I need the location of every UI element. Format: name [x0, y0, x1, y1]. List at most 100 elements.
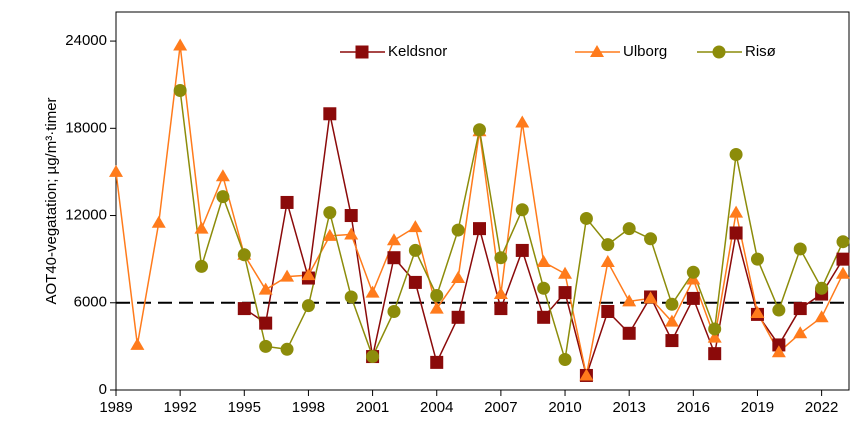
legend-marker: [355, 45, 369, 59]
marker: [301, 268, 316, 281]
marker: [258, 282, 273, 295]
legend-label: Keldsnor: [388, 43, 447, 60]
marker: [750, 305, 765, 318]
y-tick-label: 18000: [65, 119, 107, 136]
marker: [430, 355, 444, 369]
marker: [194, 221, 209, 234]
marker: [707, 330, 722, 343]
marker: [473, 123, 486, 137]
marker: [536, 255, 551, 268]
marker: [622, 222, 636, 236]
marker: [537, 310, 551, 324]
marker: [173, 38, 188, 51]
marker: [216, 190, 230, 204]
marker: [708, 347, 722, 361]
marker: [408, 243, 422, 257]
marker: [836, 266, 850, 279]
x-tick-label: 2013: [612, 399, 645, 416]
marker: [750, 252, 764, 266]
marker: [622, 294, 637, 307]
marker: [686, 291, 700, 305]
marker: [601, 304, 615, 318]
marker: [109, 164, 123, 177]
marker: [408, 220, 423, 233]
marker: [493, 287, 508, 300]
marker: [729, 205, 744, 218]
marker: [408, 275, 422, 289]
marker: [344, 290, 358, 304]
y-tick-label: 0: [99, 381, 107, 398]
marker: [558, 266, 573, 279]
marker: [729, 147, 743, 161]
marker: [323, 107, 337, 121]
marker: [195, 259, 209, 273]
marker: [473, 222, 486, 236]
marker: [579, 368, 594, 381]
x-tick-label: 1998: [292, 399, 325, 416]
marker: [280, 195, 294, 209]
x-tick-label: 2001: [356, 399, 389, 416]
marker: [173, 84, 187, 98]
marker: [280, 269, 295, 282]
marker: [815, 281, 829, 295]
y-axis-label: AOT40-vegatation; µg/m³·timer: [43, 97, 60, 304]
legend-label: Ulborg: [623, 43, 667, 60]
marker: [451, 223, 465, 237]
marker: [344, 227, 359, 240]
marker: [323, 206, 337, 220]
marker: [686, 265, 700, 279]
y-tick-label: 24000: [65, 32, 107, 49]
marker: [622, 326, 636, 340]
marker: [665, 297, 679, 311]
marker: [643, 291, 658, 304]
marker: [451, 310, 465, 324]
marker: [130, 337, 145, 350]
x-tick-label: 1995: [228, 399, 261, 416]
marker: [387, 251, 401, 265]
marker: [451, 271, 466, 284]
marker: [301, 299, 315, 313]
marker: [237, 302, 251, 316]
x-tick-label: 2016: [677, 399, 710, 416]
marker: [280, 342, 294, 356]
x-tick-label: 2004: [420, 399, 453, 416]
marker: [515, 203, 529, 217]
marker: [322, 228, 337, 241]
marker: [430, 289, 444, 302]
y-tick-label: 12000: [65, 207, 107, 224]
series-line: [179, 90, 844, 360]
x-tick-label: 1989: [99, 399, 132, 416]
x-tick-label: 2010: [548, 399, 581, 416]
marker: [665, 334, 679, 348]
marker: [558, 352, 572, 366]
marker: [537, 281, 551, 295]
marker: [729, 226, 743, 240]
marker: [600, 255, 615, 268]
x-tick-label: 2019: [741, 399, 774, 416]
marker: [814, 310, 829, 323]
marker: [344, 209, 358, 223]
marker: [515, 115, 530, 128]
plot-frame: [115, 11, 850, 391]
x-tick-label: 2007: [484, 399, 517, 416]
marker: [771, 345, 786, 358]
x-tick-label: 2022: [805, 399, 838, 416]
marker: [494, 251, 508, 265]
marker: [366, 350, 380, 364]
marker: [772, 338, 786, 352]
marker: [664, 314, 679, 327]
legend-marker: [712, 45, 726, 59]
marker: [215, 169, 230, 182]
x-tick-label: 1992: [163, 399, 196, 416]
marker: [793, 302, 807, 316]
y-tick-label: 6000: [74, 294, 107, 311]
marker: [365, 285, 380, 298]
marker: [151, 215, 166, 228]
marker: [259, 316, 273, 330]
marker: [772, 303, 786, 317]
marker: [387, 304, 401, 318]
marker: [601, 238, 615, 252]
legend-marker: [590, 45, 604, 57]
marker: [708, 322, 722, 336]
